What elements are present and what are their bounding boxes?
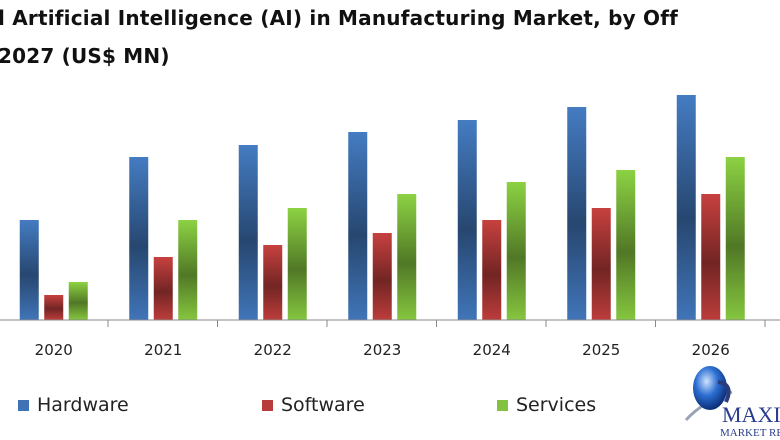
- bar-hardware-2021: [129, 157, 149, 320]
- bar-software-2022: [263, 245, 283, 320]
- svg-text:MARKET RE: MARKET RE: [720, 427, 780, 439]
- bar-services-2026: [725, 157, 745, 320]
- bar-hardware-2025: [567, 107, 587, 320]
- chart-title-line-2: 2027 (US$ MN): [0, 44, 170, 68]
- bar-software-2024: [482, 220, 502, 320]
- bar-services-2024: [506, 182, 526, 320]
- bar-services-2023: [397, 194, 417, 320]
- legend-item-hardware: Hardware: [18, 394, 129, 416]
- bar-software-2025: [591, 208, 611, 320]
- x-tick-label: 2026: [692, 341, 730, 359]
- x-tick-label: 2020: [35, 341, 73, 359]
- bar-services-2021: [178, 220, 198, 320]
- bar-services-2025: [616, 170, 636, 320]
- bar-hardware-2020: [19, 220, 39, 320]
- bar-services-2020: [68, 282, 88, 320]
- legend-swatch-services: [497, 399, 508, 411]
- legend-swatch-software: [262, 399, 273, 411]
- bar-software-2026: [701, 194, 721, 320]
- x-tick-label: 2025: [582, 341, 620, 359]
- bar-hardware-2026: [676, 95, 696, 320]
- x-tick-label: 2024: [473, 341, 511, 359]
- legend-item-software: Software: [262, 394, 365, 416]
- bar-services-2022: [287, 208, 307, 320]
- x-tick-label: 2023: [363, 341, 401, 359]
- legend-swatch-hardware: [18, 399, 29, 411]
- x-tick-label: 2022: [254, 341, 292, 359]
- bar-software-2020: [44, 295, 64, 320]
- bar-software-2021: [153, 257, 173, 320]
- legend-label: Software: [281, 394, 365, 416]
- legend-item-services: Services: [497, 394, 596, 416]
- bar-hardware-2023: [348, 132, 368, 320]
- legend-label: Hardware: [37, 394, 129, 416]
- x-tick-label: 2021: [144, 341, 182, 359]
- bar-hardware-2024: [457, 120, 477, 320]
- legend-label: Services: [516, 394, 597, 416]
- chart-title-line-1: l Artificial Intelligence (AI) in Manufa…: [0, 6, 679, 30]
- bar-hardware-2022: [238, 145, 258, 320]
- bar-software-2023: [372, 233, 392, 320]
